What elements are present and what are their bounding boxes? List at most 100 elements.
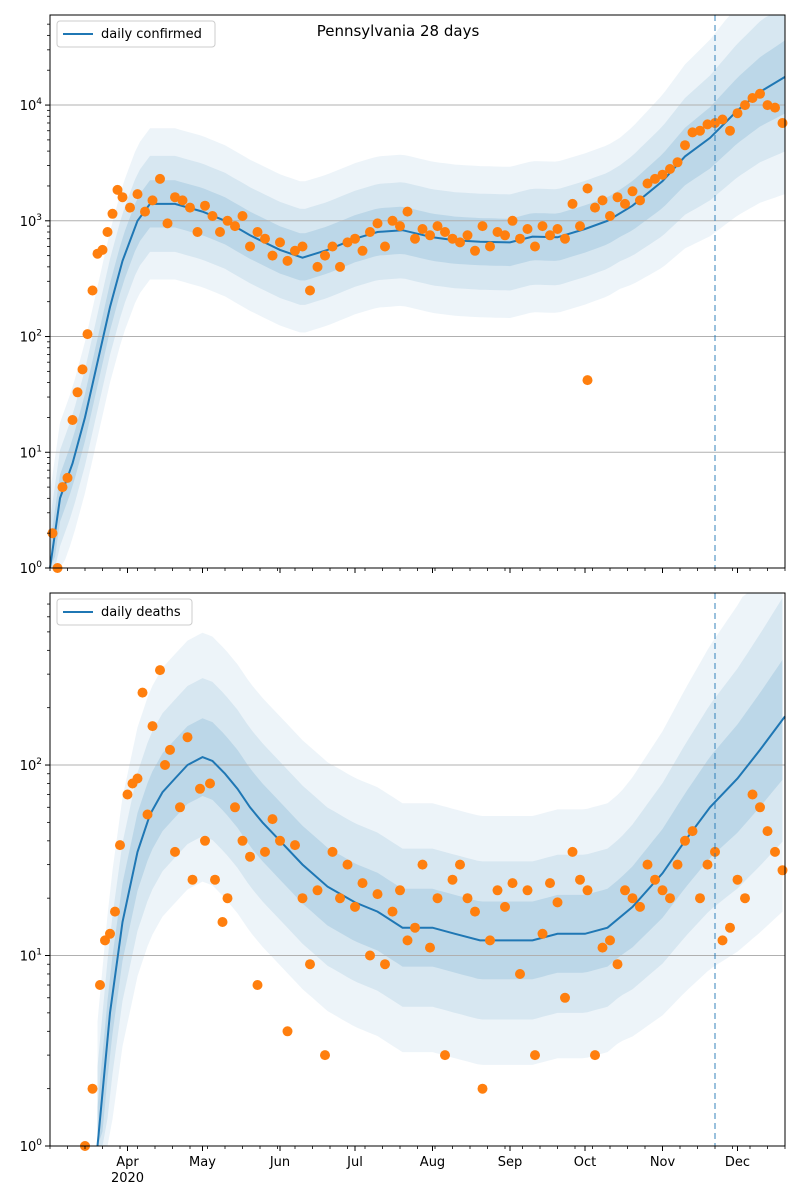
uncertainty-band [97,597,783,1146]
confirmed-uncertainty-bands [50,15,785,569]
data-point [680,140,690,151]
data-point [747,93,758,103]
data-point [410,233,420,244]
data-point [747,789,758,800]
data-point [447,874,458,885]
data-point [732,874,743,885]
data-point [230,221,240,232]
data-point [432,893,443,904]
data-point [67,415,78,425]
x-tick-label: Nov [650,1155,676,1170]
data-point [575,874,585,885]
data-point [87,1083,98,1094]
data-point [115,840,125,851]
data-point [710,846,720,857]
data-point [702,119,713,130]
deaths-legend: daily deaths [56,598,193,626]
y-tick-label: 100 [20,560,43,577]
data-point [267,814,278,825]
data-point [327,846,338,857]
data-point [410,922,420,933]
data-point [387,215,398,226]
data-point [620,885,630,896]
deaths-y-ticks: 100 101 102 [20,603,50,1155]
deaths-points [80,665,788,1151]
data-point [177,195,188,206]
data-point [665,164,675,174]
data-point [620,198,630,209]
data-point [402,206,413,217]
data-point [657,885,668,896]
data-point [327,241,338,252]
data-point [342,859,353,870]
data-point [762,826,773,837]
data-point [485,241,495,252]
data-point [507,215,518,226]
data-point [582,375,593,386]
data-point [432,221,443,232]
deaths-legend-box [56,598,193,626]
data-point [447,233,458,244]
data-point [755,88,765,99]
x-tick-label: Jul [346,1155,363,1170]
data-point [335,261,345,272]
data-point [582,885,593,896]
data-point [160,760,170,770]
y-tick-label: 100 [20,1138,43,1155]
x-tick-label: Oct [574,1155,596,1170]
data-point [672,157,683,168]
data-point [567,846,578,857]
data-point [755,802,765,813]
data-point [155,173,165,184]
data-point [552,224,563,234]
data-point [97,244,108,255]
data-point [275,835,285,846]
data-point [155,665,165,676]
confirmed-plot-area [50,15,785,568]
data-point [217,917,228,927]
data-point [195,783,205,794]
data-point [777,118,788,128]
data-point [597,942,608,953]
data-point [260,233,270,244]
data-point [635,901,645,912]
data-point [297,893,308,904]
data-point [200,835,210,846]
data-point [290,840,300,851]
data-point [305,959,315,970]
data-point [440,1050,450,1061]
data-point [290,245,300,256]
data-point [597,195,608,206]
x-tick-year-label: 2020 [111,1171,144,1186]
data-point [122,789,133,800]
data-point [320,250,330,261]
y-tick-label: 102 [20,757,42,774]
data-point [462,893,473,904]
data-point [200,200,210,211]
data-point [102,227,113,237]
data-point [77,364,88,375]
x-tick-label: Aug [420,1155,445,1170]
data-point [132,189,143,200]
data-point [137,687,148,698]
data-point [477,221,488,232]
data-point [650,173,660,184]
data-point [770,102,780,113]
data-point [165,744,175,755]
x-tick-label: Jun [269,1155,290,1170]
x-tick-label: Sep [498,1155,523,1170]
data-point [582,183,593,194]
data-point [72,387,83,398]
data-point [545,878,555,889]
data-point [237,835,248,846]
x-tick-label: May [189,1155,216,1170]
data-point [455,859,465,870]
data-point [710,118,720,128]
confirmed-points [47,88,788,573]
data-point [717,114,728,125]
data-point [125,202,135,213]
y-tick-label: 101 [20,444,42,461]
data-point [245,241,255,252]
